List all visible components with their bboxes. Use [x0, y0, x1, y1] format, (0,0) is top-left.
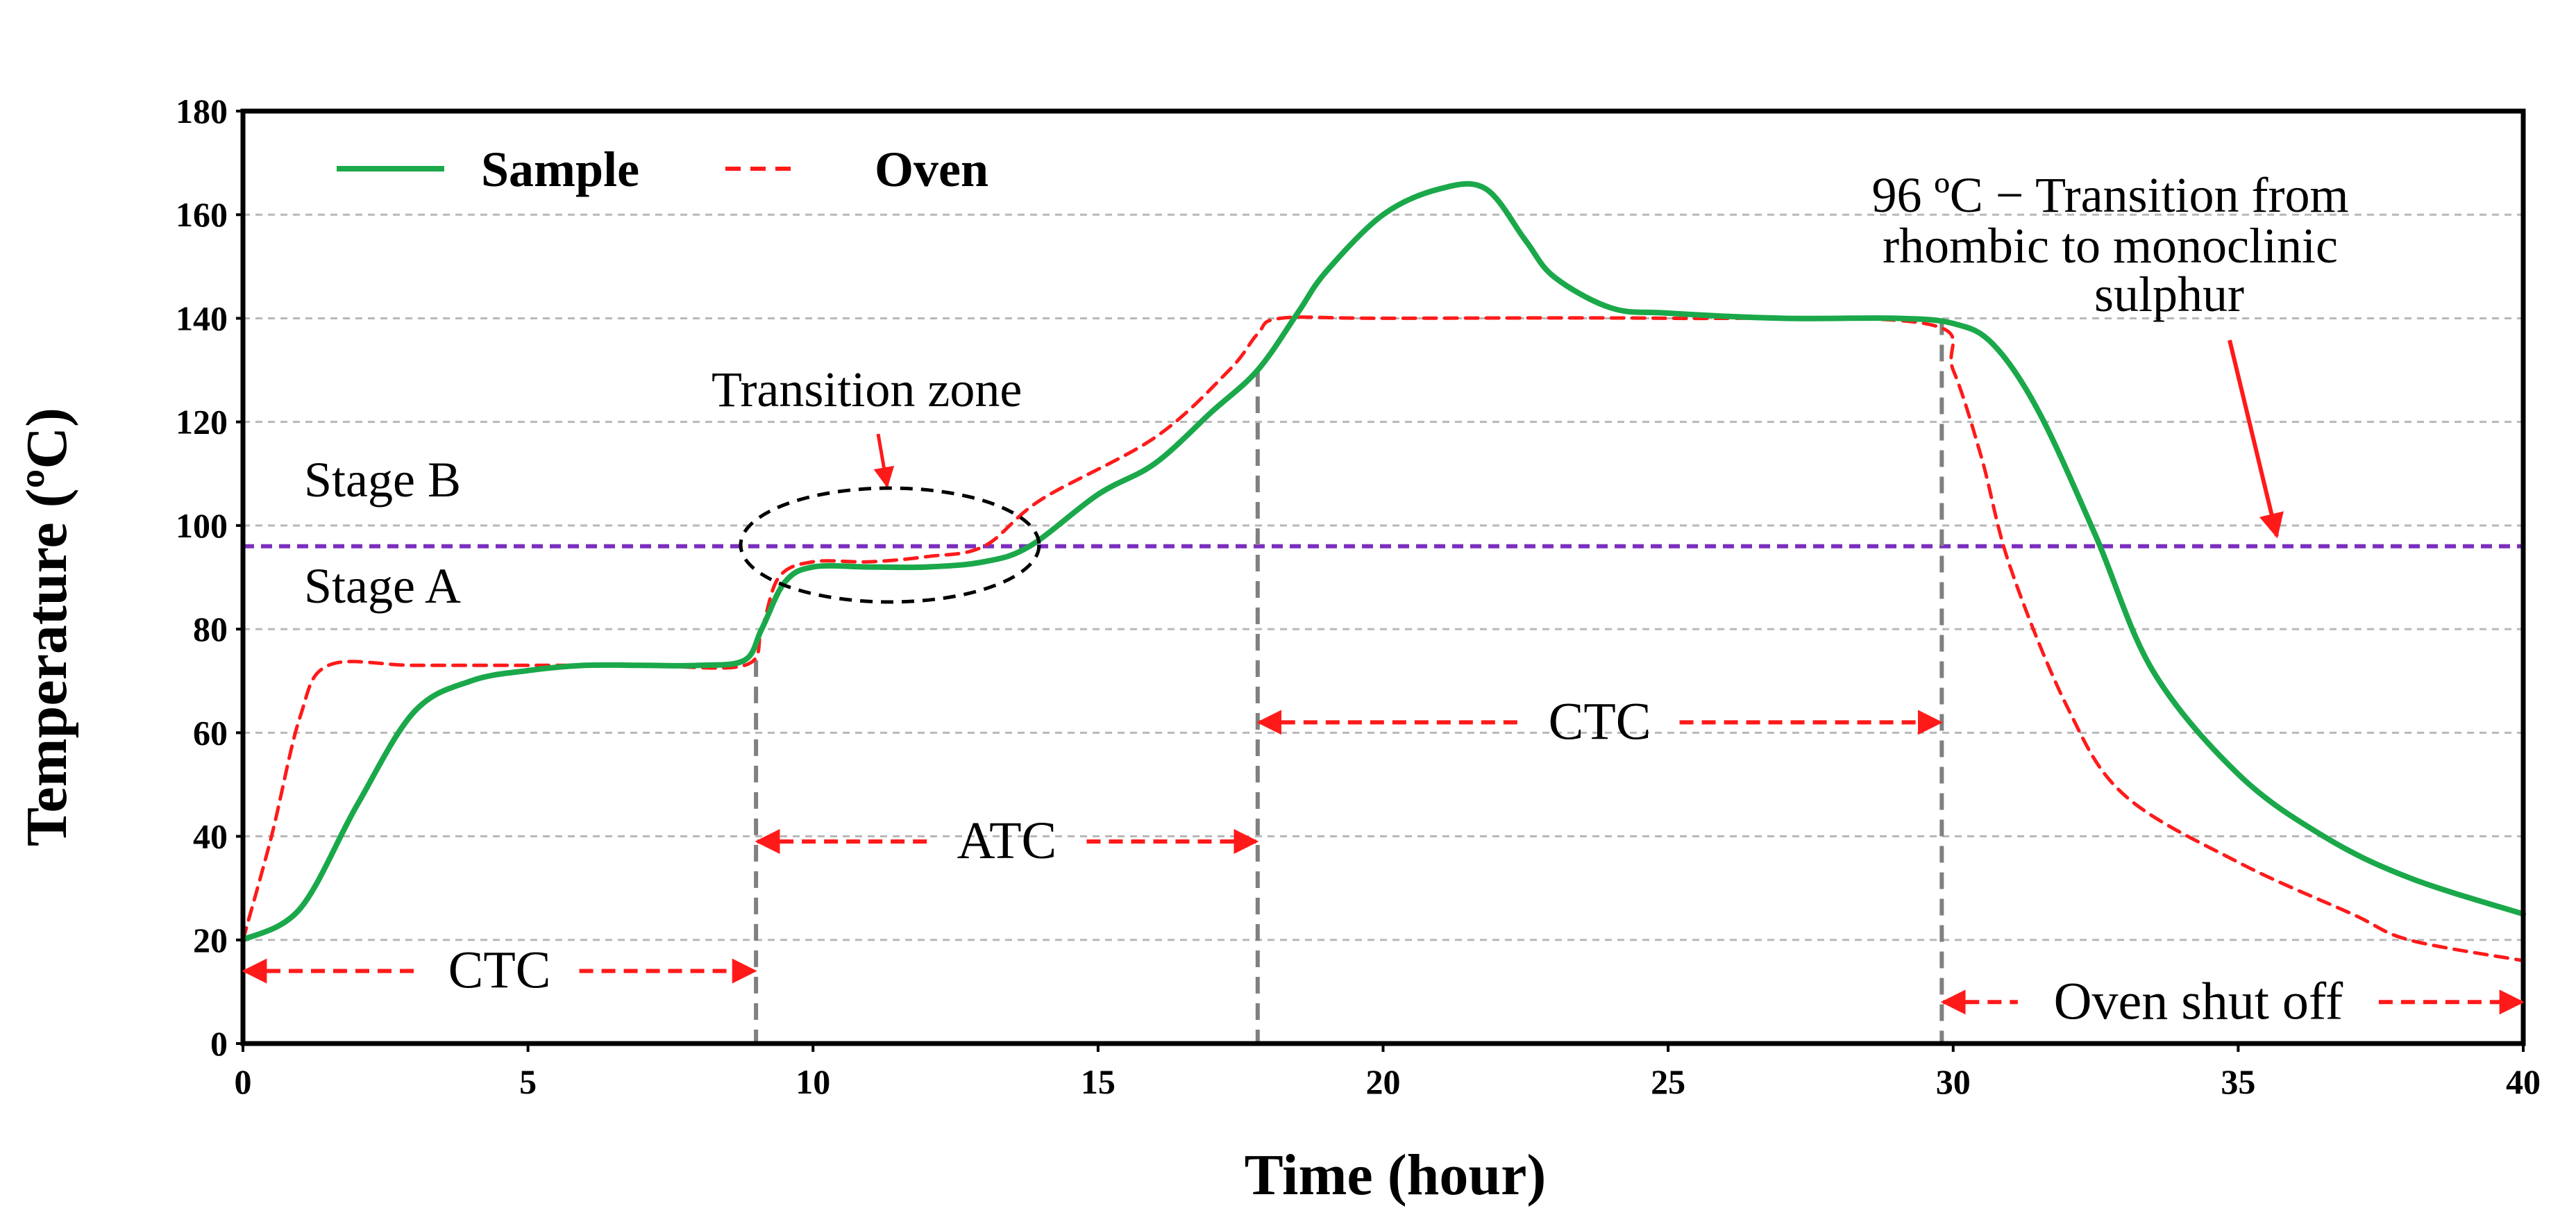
x-tick-35: 35: [2221, 1062, 2255, 1101]
stage-b-label: Stage B: [304, 452, 461, 508]
x-tick-10: 10: [795, 1062, 830, 1101]
x-tick-25: 25: [1651, 1062, 1685, 1101]
x-tick-20: 20: [1366, 1062, 1401, 1101]
legend-sample-label: Sample: [481, 142, 639, 197]
y-tick-160: 160: [176, 195, 228, 234]
x-axis-ticks: 0 5 10 15 20 25 30 35 40: [235, 1044, 2541, 1101]
span-label-ctc_1: CTC: [448, 941, 551, 1000]
legend-oven-label: Oven: [875, 142, 988, 197]
span-label-oven_shut_off: Oven shut off: [2054, 972, 2343, 1030]
y-axis-ticks: 0 20 40 60 80 100 120 140 160 180: [176, 92, 243, 1063]
y-tick-100: 100: [176, 506, 228, 545]
gridlines: [243, 213, 2523, 941]
series-line-oven: [241, 315, 2525, 963]
series-lines: [240, 181, 2526, 963]
transition-zone-arrow: [873, 433, 895, 488]
y-tick-60: 60: [193, 713, 228, 752]
sulphur-note-arrow: [2228, 340, 2284, 539]
sulphur-note-line1: 96 ºC − Transition from: [1871, 167, 2348, 223]
sulphur-note-line2: rhombic to monoclinic: [1883, 218, 2338, 274]
x-tick-15: 15: [1081, 1062, 1116, 1101]
sulphur-note-line3: sulphur: [2094, 267, 2244, 322]
transition-zone-label: Transition zone: [712, 362, 1022, 417]
y-tick-20: 20: [193, 921, 228, 960]
y-tick-80: 80: [193, 610, 228, 648]
span-label-ctc_2: CTC: [1549, 692, 1651, 751]
x-axis-label: Time (hour): [1245, 1143, 1547, 1207]
y-tick-180: 180: [176, 92, 228, 131]
y-axis-label: Temperature (ºC): [15, 408, 79, 846]
y-tick-0: 0: [210, 1024, 228, 1063]
series-line-sample: [240, 181, 2526, 943]
legend: Sample Oven: [337, 142, 988, 197]
stage-a-label: Stage A: [304, 558, 461, 614]
x-tick-5: 5: [519, 1062, 537, 1101]
span-label-atc: ATC: [957, 812, 1057, 870]
y-tick-40: 40: [193, 817, 228, 856]
y-tick-140: 140: [176, 299, 228, 337]
y-tick-120: 120: [176, 403, 228, 442]
phase-spans: CTC ATC CTC Oven shut off: [242, 692, 2525, 1030]
vertical-markers: [754, 318, 1944, 1044]
transition-zone-ellipse: [739, 486, 1041, 604]
x-tick-0: 0: [235, 1062, 252, 1101]
x-tick-30: 30: [1936, 1062, 1971, 1101]
x-tick-40: 40: [2506, 1062, 2541, 1101]
